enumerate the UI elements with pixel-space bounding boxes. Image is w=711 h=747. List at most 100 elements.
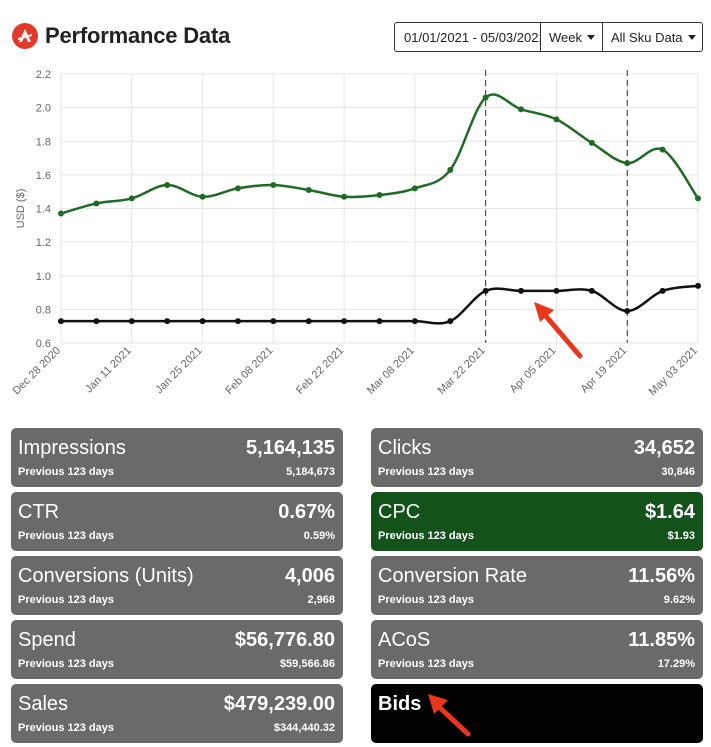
x-tick-label: Feb 08 2021 [223, 345, 275, 397]
data-point [234, 318, 241, 325]
x-tick-label: Jan 11 2021 [83, 345, 134, 396]
metric-card-conversions[interactable]: Conversions (Units) 4,006 Previous 123 d… [11, 556, 343, 615]
interval-dropdown[interactable]: Week [541, 22, 603, 52]
data-point [447, 318, 454, 325]
metric-prev-label: Previous 123 days [18, 722, 115, 734]
metric-prev-value: $344,440.32 [273, 722, 335, 734]
annotation-arrow-icon [534, 302, 583, 359]
data-point [164, 181, 171, 188]
metric-prev-value: 0.59% [303, 530, 335, 542]
data-point [624, 308, 631, 315]
metric-name: CPC [378, 501, 421, 523]
date-range-input[interactable]: 01/01/2021 - 05/03/2021 [394, 22, 541, 52]
metric-prev-value: 17.29% [657, 658, 695, 670]
data-point [659, 287, 666, 294]
data-point [588, 139, 595, 146]
metric-name: Spend [18, 629, 76, 651]
metric-card-spend[interactable]: Spend $56,776.80 Previous 123 days $59,5… [11, 620, 343, 679]
data-point [482, 94, 489, 101]
data-point [411, 185, 418, 192]
y-tick-label: 2.0 [36, 103, 51, 115]
metric-name: Sales [18, 693, 69, 715]
metric-card-bids[interactable]: Bids [371, 684, 703, 743]
series-line-1 [61, 284, 699, 325]
metric-value: 4,006 [284, 565, 335, 587]
metric-card-impressions[interactable]: Impressions 5,164,135 Previous 123 days … [11, 428, 343, 487]
metric-value: 5,164,135 [246, 437, 335, 459]
data-point [518, 287, 525, 294]
metric-name: Clicks [378, 437, 432, 459]
metric-prev-label: Previous 123 days [378, 658, 475, 670]
y-tick-label: 1.2 [36, 237, 51, 249]
y-axis-title: USD ($) [15, 189, 27, 229]
y-tick-label: 0.6 [36, 338, 51, 350]
metric-card-acos[interactable]: ACoS 11.85% Previous 123 days 17.29% [371, 620, 703, 679]
data-point [199, 193, 206, 200]
performance-line-chart: 0.6 0.8 1.0 1.2 1.4 1.6 1.8 2.0 2.2 Dec 28 2020 Ja… [11, 69, 701, 398]
metric-name: ACoS [378, 629, 431, 651]
annotation-arrow-icon [428, 694, 471, 737]
data-point [93, 200, 100, 207]
data-point [376, 192, 383, 199]
data-point [128, 318, 135, 325]
data-point [411, 318, 418, 325]
data-point [128, 195, 135, 202]
data-point [588, 287, 595, 294]
data-point [624, 160, 631, 167]
data-point [305, 187, 312, 194]
metric-value: $1.64 [644, 501, 695, 523]
metric-prev-value: $59,566.86 [279, 658, 335, 670]
metric-prev-label: Previous 123 days [18, 594, 115, 606]
sku-filter-dropdown[interactable]: All Sku Data [603, 22, 703, 52]
x-tick-label: Feb 22 2021 [294, 345, 346, 397]
metric-value: 0.67% [278, 501, 335, 523]
metric-prev-value: 30,846 [661, 466, 695, 478]
data-point [341, 318, 348, 325]
metric-value: 11.85% [628, 629, 695, 651]
data-point [234, 185, 241, 192]
data-point [518, 106, 525, 113]
filter-controls: 01/01/2021 - 05/03/2021 Week All Sku Dat… [394, 22, 703, 52]
x-tick-label: Dec 28 2020 [11, 345, 64, 398]
y-tick-label: 1.4 [36, 204, 51, 216]
data-point [553, 116, 560, 123]
metric-card-clicks[interactable]: Clicks 34,652 Previous 123 days 30,846 [371, 428, 703, 487]
caret-down-icon [587, 34, 595, 40]
metric-prev-value: 9.62% [663, 594, 695, 606]
metric-card-ctr[interactable]: CTR 0.67% Previous 123 days 0.59% [11, 492, 343, 551]
data-point [553, 287, 560, 294]
y-tick-label: 1.0 [36, 271, 51, 283]
x-tick-label: Mar 22 2021 [436, 345, 488, 397]
sku-filter-label: All Sku Data [611, 29, 683, 45]
page-header: Performance Data [12, 22, 230, 50]
interval-dropdown-label: Week [549, 29, 582, 45]
metric-prev-label: Previous 123 days [378, 530, 475, 542]
data-point [270, 318, 277, 325]
data-point [270, 181, 277, 188]
data-point [164, 318, 171, 325]
data-point [695, 195, 701, 202]
y-tick-label: 0.8 [36, 304, 51, 316]
metric-name: Conversions (Units) [18, 565, 194, 587]
metric-value: 11.56% [628, 565, 695, 587]
data-point [447, 166, 454, 173]
x-tick-label: Jan 25 2021 [153, 345, 204, 396]
metric-value: $479,239.00 [223, 693, 335, 715]
data-point [58, 210, 64, 217]
page-title: Performance Data [45, 23, 231, 48]
metric-card-cpc[interactable]: CPC $1.64 Previous 123 days $1.93 [371, 492, 703, 551]
metric-card-sales[interactable]: Sales $479,239.00 Previous 123 days $344… [11, 684, 343, 743]
x-tick-label: Mar 08 2021 [365, 345, 417, 397]
metric-name: CTR [18, 501, 60, 523]
caret-down-icon [687, 34, 696, 40]
metric-prev-value: 5,184,673 [286, 466, 335, 478]
metric-card-conversion-rate[interactable]: Conversion Rate 11.56% Previous 123 days… [371, 556, 703, 615]
metric-prev-label: Previous 123 days [18, 530, 115, 542]
metric-name: Bids [378, 693, 422, 715]
data-point [199, 318, 206, 325]
data-point [376, 318, 383, 325]
y-tick-label: 1.8 [36, 136, 51, 148]
data-point [659, 146, 666, 153]
data-point [482, 287, 489, 294]
metric-prev-value: 2,968 [307, 594, 335, 606]
